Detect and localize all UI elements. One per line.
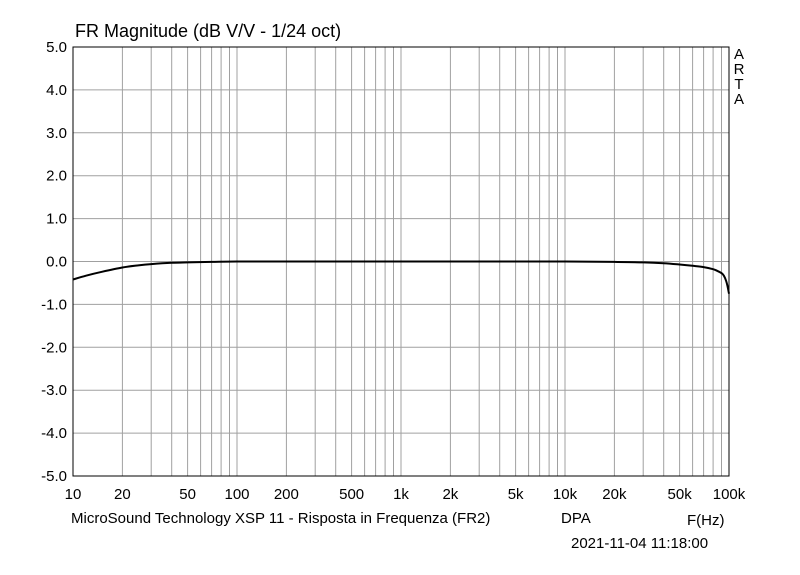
y-tick-label: -5.0 bbox=[41, 468, 67, 485]
y-tick-label: 2.0 bbox=[46, 168, 67, 185]
y-tick-label: 4.0 bbox=[46, 82, 67, 99]
y-tick-label: 0.0 bbox=[46, 254, 67, 271]
y-tick-label: 5.0 bbox=[46, 39, 67, 56]
timestamp-label: 2021-11-04 11:18:00 bbox=[571, 535, 709, 552]
x-tick-label: 2k bbox=[442, 486, 458, 503]
chart-caption: MicroSound Technology XSP 11 - Risposta … bbox=[71, 510, 491, 527]
x-tick-label: 20 bbox=[114, 486, 131, 503]
brand-label: DPA bbox=[561, 510, 591, 527]
x-tick-label: 50k bbox=[668, 486, 693, 503]
y-tick-label: -1.0 bbox=[41, 296, 67, 313]
x-tick-label: 100k bbox=[713, 486, 746, 503]
x-tick-label: 1k bbox=[393, 486, 409, 503]
x-tick-label: 100 bbox=[224, 486, 249, 503]
y-tick-label: -3.0 bbox=[41, 382, 67, 399]
x-tick-label: 200 bbox=[274, 486, 299, 503]
series-layer bbox=[72, 260, 730, 294]
series-line bbox=[72, 260, 730, 294]
x-tick-label: 500 bbox=[339, 486, 364, 503]
x-axis-label: F(Hz) bbox=[687, 512, 725, 529]
chart-title: FR Magnitude (dB V/V - 1/24 oct) bbox=[75, 21, 342, 41]
x-tick-label: 10 bbox=[65, 486, 82, 503]
x-tick-labels: 10 20 50 100 200 500 1k 2k 5k 10k 20k 50k 100k bbox=[65, 486, 746, 503]
y-tick-label: -2.0 bbox=[41, 339, 67, 356]
y-tick-labels: 5.0 4.0 3.0 2.0 1.0 0.0 -1.0 -2.0 -3.0 -4.0 -5.0 bbox=[41, 39, 67, 485]
x-tick-label: 20k bbox=[602, 486, 627, 503]
y-tick-label: -4.0 bbox=[41, 425, 67, 442]
x-tick-label: 50 bbox=[179, 486, 196, 503]
x-tick-label: 5k bbox=[508, 486, 524, 503]
plot-frame bbox=[72, 46, 730, 477]
y-tick-label: 3.0 bbox=[46, 125, 67, 142]
watermark-label: ARTA bbox=[733, 46, 745, 108]
x-tick-label: 10k bbox=[553, 486, 578, 503]
y-tick-label: 1.0 bbox=[46, 211, 67, 228]
